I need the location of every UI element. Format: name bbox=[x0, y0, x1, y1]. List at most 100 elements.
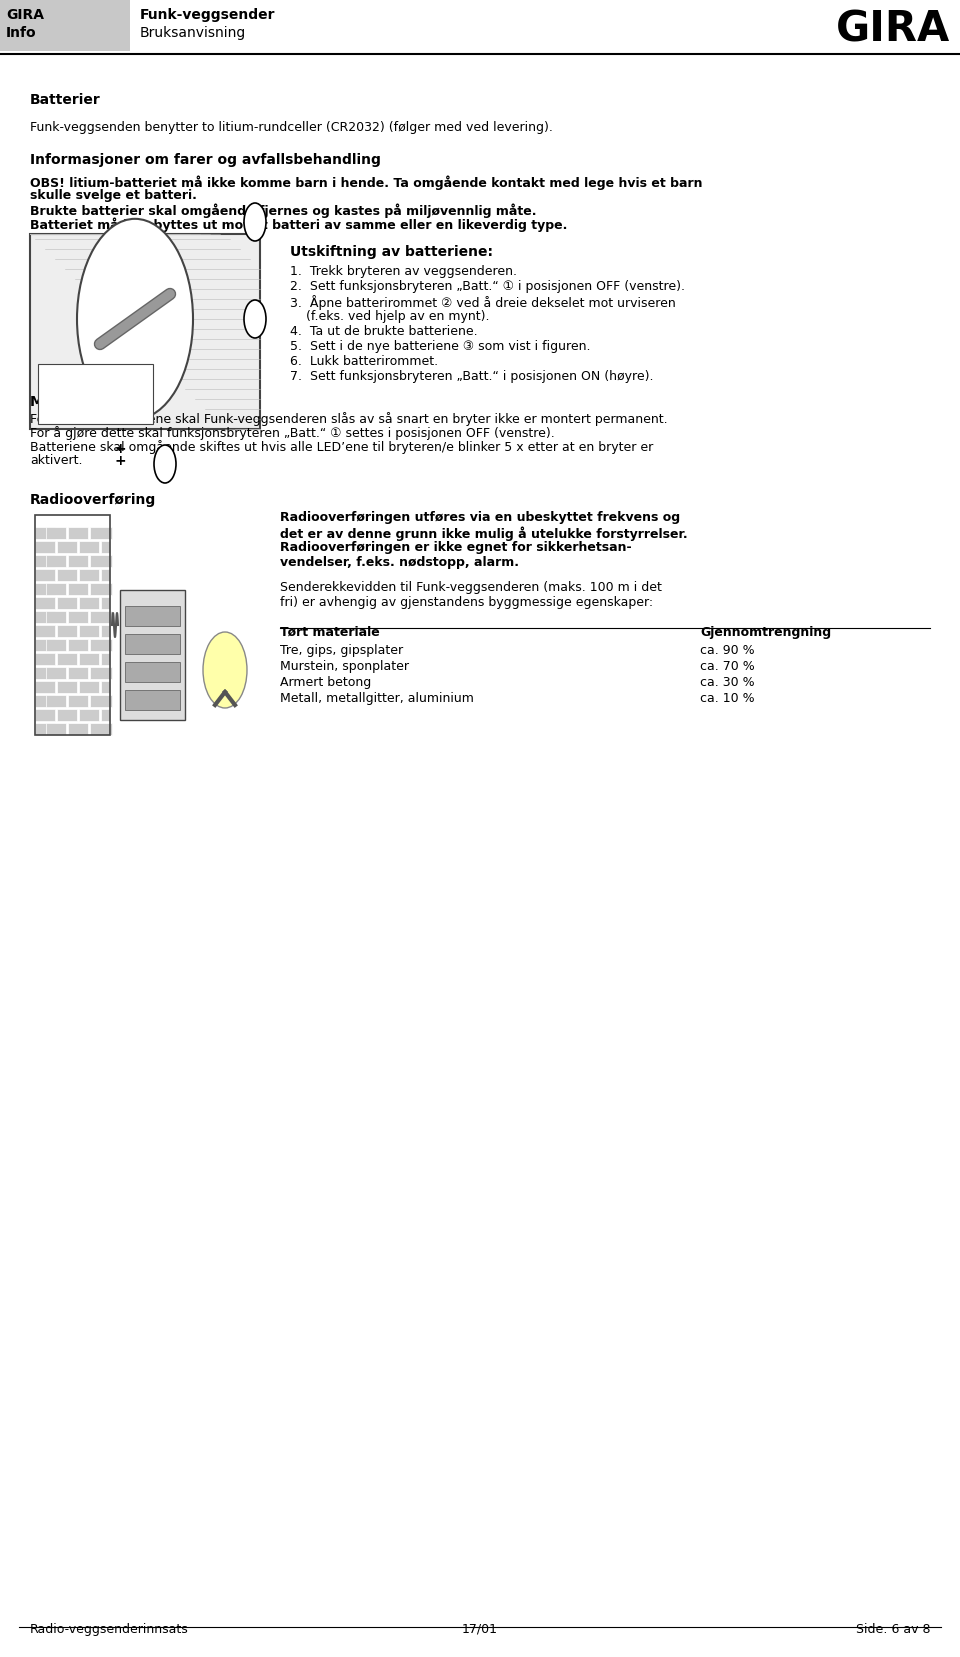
FancyBboxPatch shape bbox=[90, 640, 110, 651]
Text: 1: 1 bbox=[252, 316, 258, 326]
Text: 3: 3 bbox=[161, 461, 169, 471]
Text: LS4/LS5: LS4/LS5 bbox=[40, 403, 70, 411]
Text: 5.  Sett i de nye batteriene ③ som vist i figuren.: 5. Sett i de nye batteriene ③ som vist i… bbox=[290, 340, 590, 353]
Text: ca. 10 %: ca. 10 % bbox=[700, 691, 755, 704]
Text: Gjennomtrengning: Gjennomtrengning bbox=[700, 626, 831, 638]
Text: Tørt materiale: Tørt materiale bbox=[280, 626, 380, 638]
Text: skulle svelge et batteri.: skulle svelge et batteri. bbox=[30, 189, 197, 202]
Text: ca. 90 %: ca. 90 % bbox=[700, 643, 755, 656]
Text: GIRA: GIRA bbox=[836, 8, 950, 50]
FancyBboxPatch shape bbox=[101, 709, 110, 721]
FancyBboxPatch shape bbox=[90, 527, 110, 540]
FancyBboxPatch shape bbox=[46, 668, 66, 679]
FancyBboxPatch shape bbox=[35, 724, 55, 736]
FancyBboxPatch shape bbox=[57, 626, 77, 638]
FancyBboxPatch shape bbox=[35, 611, 55, 623]
Text: K1 +/-: K1 +/- bbox=[106, 393, 130, 401]
FancyBboxPatch shape bbox=[90, 696, 110, 708]
FancyBboxPatch shape bbox=[35, 653, 55, 666]
FancyBboxPatch shape bbox=[35, 653, 55, 666]
FancyBboxPatch shape bbox=[35, 542, 55, 553]
Text: Radio-veggsenderinnsats: Radio-veggsenderinnsats bbox=[30, 1622, 189, 1635]
FancyBboxPatch shape bbox=[35, 598, 55, 610]
Text: (f.eks. ved hjelp av en mynt).: (f.eks. ved hjelp av en mynt). bbox=[290, 310, 490, 323]
FancyBboxPatch shape bbox=[57, 570, 77, 582]
FancyBboxPatch shape bbox=[46, 640, 66, 651]
FancyBboxPatch shape bbox=[79, 709, 99, 721]
Text: Info: Info bbox=[6, 27, 36, 40]
FancyBboxPatch shape bbox=[46, 555, 66, 568]
Text: Armert betong: Armert betong bbox=[280, 676, 372, 689]
Text: 4.  Ta ut de brukte batteriene.: 4. Ta ut de brukte batteriene. bbox=[290, 325, 478, 338]
Text: Metall, metallgitter, aluminium: Metall, metallgitter, aluminium bbox=[280, 691, 474, 704]
Text: +: + bbox=[115, 454, 127, 467]
FancyBboxPatch shape bbox=[46, 724, 66, 736]
FancyBboxPatch shape bbox=[90, 611, 110, 623]
FancyBboxPatch shape bbox=[125, 606, 180, 626]
Text: Batterier: Batterier bbox=[30, 93, 101, 108]
FancyBboxPatch shape bbox=[110, 611, 112, 623]
FancyBboxPatch shape bbox=[38, 365, 153, 424]
Text: For å skåne batteriene skal Funk-veggsenderen slås av så snart en bryter ikke er: For å skåne batteriene skal Funk-veggsen… bbox=[30, 411, 667, 426]
FancyBboxPatch shape bbox=[101, 598, 110, 610]
Text: aktivert.: aktivert. bbox=[30, 454, 83, 467]
FancyBboxPatch shape bbox=[35, 709, 55, 721]
Text: Funk-veggsender: Funk-veggsender bbox=[140, 8, 276, 22]
Text: Tre, gips, gipsplater: Tre, gips, gipsplater bbox=[280, 643, 403, 656]
FancyBboxPatch shape bbox=[90, 555, 110, 568]
FancyBboxPatch shape bbox=[35, 527, 55, 540]
Text: OBS! litium-batteriet må ikke komme barn i hende. Ta omgående kontakt med lege h: OBS! litium-batteriet må ikke komme barn… bbox=[30, 176, 703, 189]
FancyBboxPatch shape bbox=[68, 640, 88, 651]
FancyBboxPatch shape bbox=[46, 583, 66, 595]
FancyBboxPatch shape bbox=[57, 681, 77, 694]
Text: Bruksanvisning: Bruksanvisning bbox=[140, 27, 247, 40]
Text: Radiooverføring: Radiooverføring bbox=[30, 492, 156, 507]
Text: For å gjøre dette skal funksjonsbryteren „Batt.“ ① settes i posisjonen OFF (vens: For å gjøre dette skal funksjonsbryteren… bbox=[30, 426, 555, 439]
FancyBboxPatch shape bbox=[35, 555, 55, 568]
Text: LS1/Alles Aus: LS1/Alles Aus bbox=[40, 383, 91, 391]
FancyBboxPatch shape bbox=[101, 542, 110, 553]
FancyBboxPatch shape bbox=[35, 681, 55, 694]
Text: Informasjoner om farer og avfallsbehandling: Informasjoner om farer og avfallsbehandl… bbox=[30, 152, 381, 167]
FancyBboxPatch shape bbox=[110, 724, 112, 736]
FancyBboxPatch shape bbox=[57, 598, 77, 610]
Text: Batteriet må kun byttes ut mot et batteri av samme eller en likeverdig type.: Batteriet må kun byttes ut mot et batter… bbox=[30, 217, 567, 232]
FancyBboxPatch shape bbox=[68, 668, 88, 679]
FancyBboxPatch shape bbox=[57, 542, 77, 553]
Text: 2.  Sett funksjonsbryteren „Batt.“ ① i posisjonen OFF (venstre).: 2. Sett funksjonsbryteren „Batt.“ ① i po… bbox=[290, 280, 685, 293]
FancyBboxPatch shape bbox=[110, 527, 112, 540]
FancyBboxPatch shape bbox=[68, 696, 88, 708]
Circle shape bbox=[77, 220, 193, 419]
Circle shape bbox=[203, 633, 247, 709]
FancyBboxPatch shape bbox=[68, 555, 88, 568]
FancyBboxPatch shape bbox=[79, 570, 99, 582]
Circle shape bbox=[154, 446, 176, 484]
FancyBboxPatch shape bbox=[79, 626, 99, 638]
Text: Batt. OFF: Batt. OFF bbox=[40, 373, 76, 381]
FancyBboxPatch shape bbox=[35, 626, 55, 638]
Text: Batteriene skal omgående skiftes ut hvis alle LED’ene til bryteren/e blinker 5 x: Batteriene skal omgående skiftes ut hvis… bbox=[30, 439, 653, 454]
FancyBboxPatch shape bbox=[46, 527, 66, 540]
Text: Brukte batterier skal omgående fjernes og kastes på miljøvennlig måte.: Brukte batterier skal omgående fjernes o… bbox=[30, 202, 537, 217]
FancyBboxPatch shape bbox=[79, 653, 99, 666]
FancyBboxPatch shape bbox=[110, 640, 112, 651]
Text: Merknad: Merknad bbox=[30, 394, 99, 409]
Text: 3.  Åpne batterirommet ② ved å dreie dekselet mot urviseren: 3. Åpne batterirommet ② ved å dreie deks… bbox=[290, 295, 676, 310]
FancyBboxPatch shape bbox=[90, 583, 110, 595]
FancyBboxPatch shape bbox=[35, 570, 55, 582]
FancyBboxPatch shape bbox=[101, 626, 110, 638]
Text: det er av denne grunn ikke mulig å utelukke forstyrrelser.: det er av denne grunn ikke mulig å utelu… bbox=[280, 525, 687, 540]
Text: 1.  Trekk bryteren av veggsenderen.: 1. Trekk bryteren av veggsenderen. bbox=[290, 265, 517, 278]
FancyBboxPatch shape bbox=[125, 635, 180, 655]
FancyBboxPatch shape bbox=[90, 724, 110, 736]
FancyBboxPatch shape bbox=[57, 709, 77, 721]
FancyBboxPatch shape bbox=[35, 570, 55, 582]
Text: K2 +/-: K2 +/- bbox=[106, 403, 130, 411]
FancyBboxPatch shape bbox=[35, 640, 55, 651]
Text: K3 +/-: K3 +/- bbox=[106, 413, 130, 423]
Text: 6.  Lukk batterirommet.: 6. Lukk batterirommet. bbox=[290, 355, 438, 368]
FancyBboxPatch shape bbox=[110, 583, 112, 595]
Text: 7.  Sett funksjonsbryteren „Batt.“ i posisjonen ON (høyre).: 7. Sett funksjonsbryteren „Batt.“ i posi… bbox=[290, 370, 654, 383]
FancyBboxPatch shape bbox=[35, 681, 55, 694]
FancyBboxPatch shape bbox=[30, 510, 265, 741]
